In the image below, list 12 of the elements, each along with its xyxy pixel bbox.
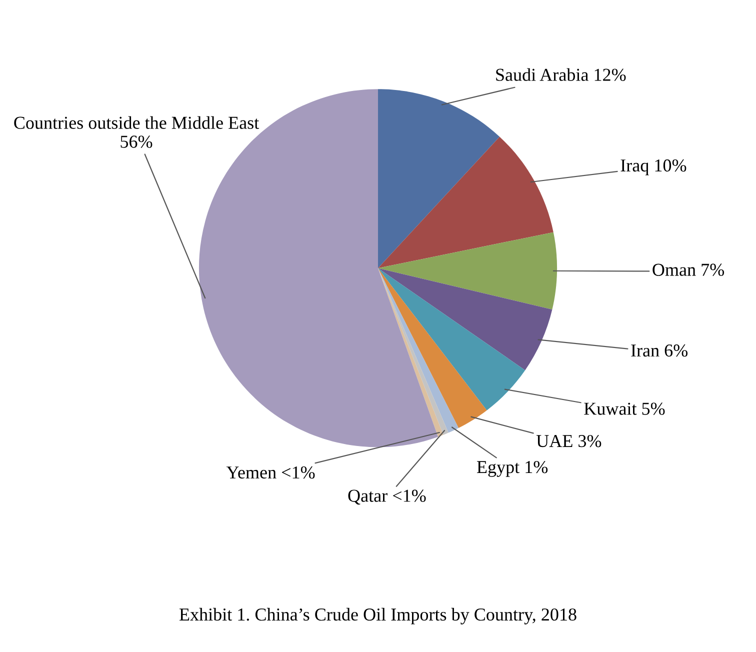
slice-label: Oman 7%	[652, 264, 724, 276]
slice-label: Qatar <1%	[348, 490, 426, 505]
slice-label: Egypt 1%	[477, 460, 548, 477]
slice-label: Kuwait 5%	[584, 402, 665, 415]
slice-label: Countries outside the Middle East	[14, 116, 260, 129]
slice-label: Yemen <1%	[226, 466, 315, 479]
text: Exhibit 1. China’s Crude Oil Imports by Country, 2018	[179, 608, 576, 624]
slice-label: Saudi Arabia 12%	[496, 68, 626, 81]
slice-label: UAE 3%	[536, 434, 602, 448]
data-label: 56%	[120, 136, 152, 148]
slice-label: Iran 6%	[631, 344, 688, 357]
slice-label: Iraq 10%	[620, 159, 686, 176]
